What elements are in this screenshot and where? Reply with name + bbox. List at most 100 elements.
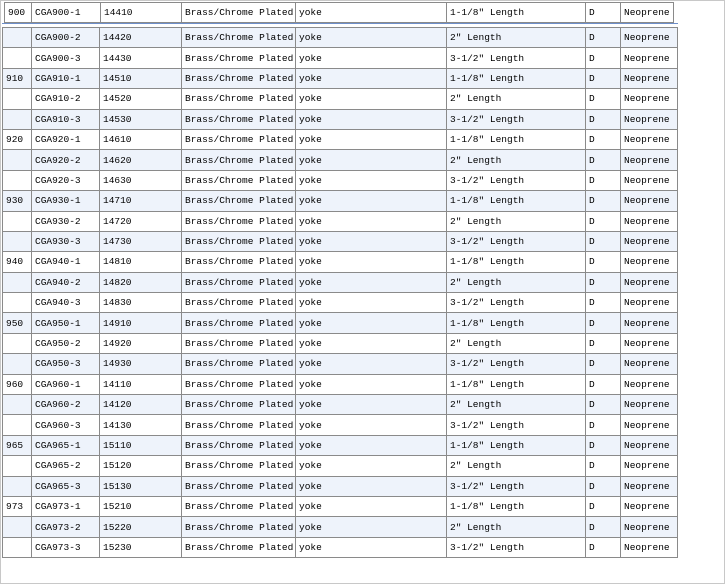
cell xyxy=(2,536,32,559)
cell: 14910 xyxy=(99,312,182,334)
cell: Neoprene xyxy=(620,455,678,477)
cell: CGA950-2 xyxy=(31,332,100,355)
separator xyxy=(2,23,678,24)
cell: Brass/Chrome Plated xyxy=(181,353,296,375)
cell xyxy=(2,414,32,436)
cell: Neoprene xyxy=(620,353,678,375)
cell: Brass/Chrome Plated xyxy=(181,292,296,314)
cell: 2″ Length xyxy=(446,394,586,416)
cell: 1-1/8″ Length xyxy=(446,190,586,212)
cell: D xyxy=(585,434,621,457)
cell: 3-1/2″ Length xyxy=(446,414,586,436)
cell: CGA960-3 xyxy=(31,414,100,436)
cell: D xyxy=(585,67,621,90)
table-row: CGA920-3 14630 Brass/Chrome Plated yoke 3-1/… xyxy=(2,169,678,192)
cell: Neoprene xyxy=(620,88,678,110)
cell: CGA910-2 xyxy=(31,88,100,110)
cell xyxy=(2,455,32,477)
cell: 2″ Length xyxy=(446,149,586,171)
cell: CGA900-3 xyxy=(31,47,100,69)
cell: 920 xyxy=(2,128,32,151)
cell: 1-1/8″ Length xyxy=(446,67,586,90)
cell: 14520 xyxy=(99,88,182,110)
cell: D xyxy=(585,353,621,375)
cell: yoke xyxy=(295,47,447,69)
cell xyxy=(2,516,32,538)
cell: yoke xyxy=(295,455,447,477)
cell: 1-1/8″ Length xyxy=(446,312,586,334)
cell: Neoprene xyxy=(620,2,674,23)
cell: Brass/Chrome Plated xyxy=(181,373,296,396)
cell: CGA965-2 xyxy=(31,455,100,477)
cell: Brass/Chrome Plated xyxy=(181,536,296,559)
cell: Brass/Chrome Plated xyxy=(181,516,296,538)
cell xyxy=(2,475,32,497)
cell: 950 xyxy=(2,312,32,334)
cell: Neoprene xyxy=(620,271,678,294)
cell: yoke xyxy=(295,251,447,273)
cell: Neoprene xyxy=(620,495,678,518)
cell xyxy=(2,353,32,375)
cell: Brass/Chrome Plated xyxy=(181,149,296,171)
cell: 15220 xyxy=(99,516,182,538)
cell: Brass/Chrome Plated xyxy=(181,455,296,477)
cell xyxy=(2,394,32,416)
table-row: CGA960-3 14130 Brass/Chrome Plated yoke 3-1/… xyxy=(2,414,678,436)
cell: CGA960-2 xyxy=(31,394,100,416)
cell: D xyxy=(585,332,621,355)
cell: Neoprene xyxy=(620,108,678,130)
cell: Neoprene xyxy=(620,67,678,90)
cell: Brass/Chrome Plated xyxy=(181,108,296,130)
table-row: 960 CGA960-1 14110 Brass/Chrome Plated yoke 1… xyxy=(2,373,678,396)
cell: CGA930-3 xyxy=(31,230,100,253)
cell: yoke xyxy=(295,292,447,314)
cell: Neoprene xyxy=(620,149,678,171)
cell: CGA920-3 xyxy=(31,169,100,192)
cell: CGA965-3 xyxy=(31,475,100,497)
cell: 2″ Length xyxy=(446,271,586,294)
cell: Neoprene xyxy=(620,516,678,538)
cell: yoke xyxy=(295,271,447,294)
cell: 2″ Length xyxy=(446,26,586,49)
cell: 14930 xyxy=(99,353,182,375)
cell: CGA930-2 xyxy=(31,210,100,232)
cell: 14710 xyxy=(99,190,182,212)
cell: Brass/Chrome Plated xyxy=(181,394,296,416)
cell: Brass/Chrome Plated xyxy=(181,47,296,69)
cell: Neoprene xyxy=(620,394,678,416)
table-row: CGA930-3 14730 Brass/Chrome Plated yoke 3-1/… xyxy=(2,230,678,253)
cell: D xyxy=(585,149,621,171)
cell: 14720 xyxy=(99,210,182,232)
cell: 14420 xyxy=(99,26,182,49)
table-row: CGA965-3 15130 Brass/Chrome Plated yoke 3-1/… xyxy=(2,475,678,497)
cell: yoke xyxy=(295,516,447,538)
cell xyxy=(2,26,32,49)
table-row: 930 CGA930-1 14710 Brass/Chrome Plated yoke 1… xyxy=(2,190,678,212)
table-row: 965 CGA965-1 15110 Brass/Chrome Plated yoke 1… xyxy=(2,434,678,457)
cell: 2″ Length xyxy=(446,210,586,232)
cell: 2″ Length xyxy=(446,332,586,355)
cell: 940 xyxy=(2,251,32,273)
cell: 3-1/2″ Length xyxy=(446,475,586,497)
cell: Neoprene xyxy=(620,169,678,192)
cell xyxy=(2,332,32,355)
cell: CGA960-1 xyxy=(31,373,100,396)
cell: CGA900-1 xyxy=(31,2,101,23)
top-row-table: 900 CGA900-1 14410 Brass/Chrome Plated yoke 1… xyxy=(4,2,674,23)
cell: Neoprene xyxy=(620,475,678,497)
cell: yoke xyxy=(295,414,447,436)
cell: Brass/Chrome Plated xyxy=(181,210,296,232)
cell: yoke xyxy=(295,332,447,355)
cell: Brass/Chrome Plated xyxy=(181,312,296,334)
cell: 15130 xyxy=(99,475,182,497)
cell: 14630 xyxy=(99,169,182,192)
cell: Neoprene xyxy=(620,26,678,49)
cell: D xyxy=(585,2,621,23)
cell: yoke xyxy=(295,312,447,334)
cell: 3-1/2″ Length xyxy=(446,108,586,130)
cell: CGA920-1 xyxy=(31,128,100,151)
cell: D xyxy=(585,516,621,538)
cell: 14530 xyxy=(99,108,182,130)
cell: 14410 xyxy=(100,2,182,23)
